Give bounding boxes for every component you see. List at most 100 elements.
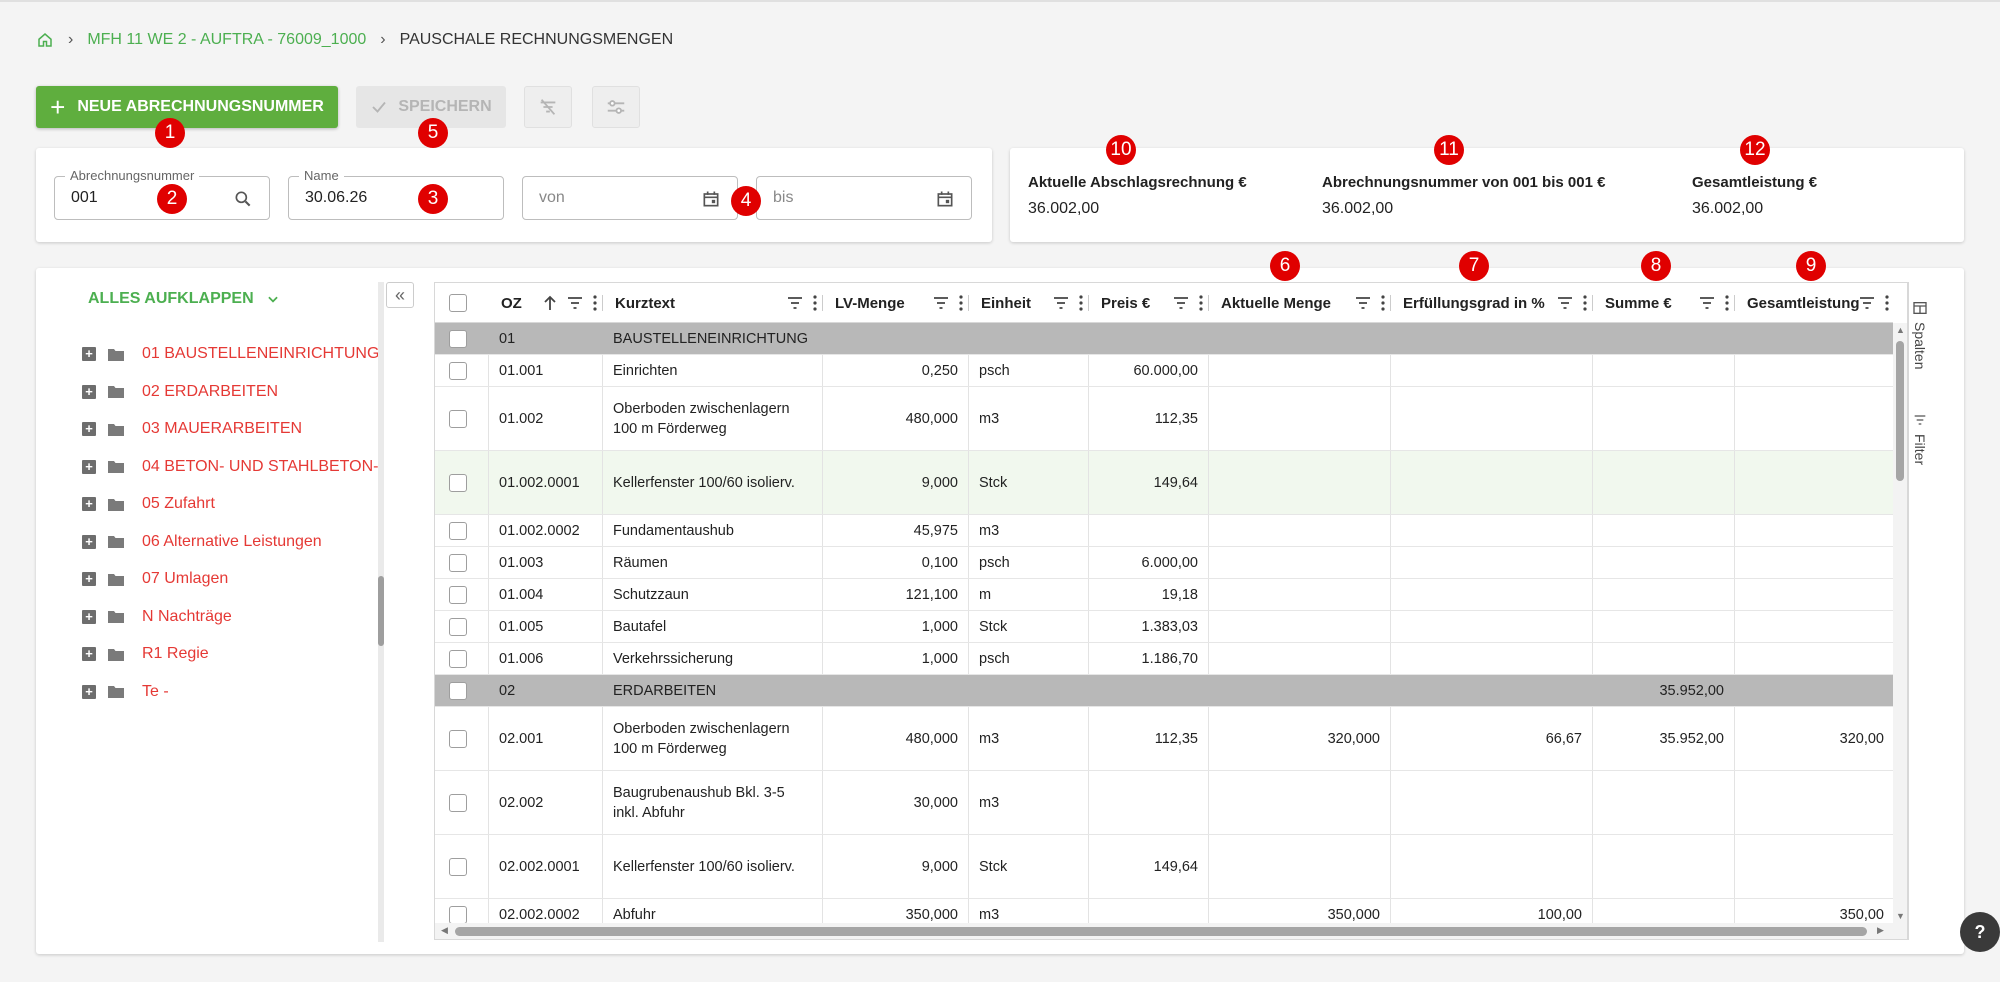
column-header-lv[interactable]: LV-Menge (823, 283, 969, 323)
expand-plus-icon[interactable]: + (82, 459, 96, 474)
tree-scrollbar-thumb[interactable] (378, 576, 384, 646)
grid-horizontal-scrollbar-thumb[interactable] (455, 927, 1867, 936)
row-checkbox[interactable] (449, 905, 467, 923)
table-row[interactable]: 02.002.0002 Abfuhr 350,000 m3 350,000 100,00 3… (435, 899, 1893, 923)
table-row[interactable]: 02.002 Baugrubenaushub Bkl. 3-5 inkl. Abf… (435, 771, 1893, 835)
expand-plus-icon[interactable]: + (82, 572, 96, 586)
calendar-icon[interactable] (935, 189, 955, 209)
filter-icon[interactable] (1053, 296, 1069, 310)
row-select-cell[interactable] (435, 323, 489, 354)
filter-tab[interactable]: Filter (1912, 412, 1928, 465)
columns-tab[interactable]: Spalten (1912, 300, 1928, 369)
column-header-ges[interactable]: Gesamtleistung (1735, 283, 1893, 323)
row-checkbox[interactable] (449, 361, 467, 380)
row-select-cell[interactable] (435, 899, 489, 923)
row-checkbox[interactable] (449, 857, 467, 876)
tree-item[interactable]: + Te - (82, 680, 169, 704)
table-row[interactable]: 01.002 Oberboden zwischenlagern 100 m För… (435, 387, 1893, 451)
column-menu-icon[interactable] (813, 295, 817, 311)
row-select-cell[interactable] (435, 355, 489, 386)
filter-icon[interactable] (1173, 296, 1189, 310)
column-separator[interactable] (1208, 295, 1209, 311)
table-row[interactable]: 01.002.0001 Kellerfenster 100/60 isolierv… (435, 451, 1893, 515)
table-row[interactable]: 01.006 Verkehrssicherung 1,000 psch 1.186,70 (435, 643, 1893, 675)
row-select-cell[interactable] (435, 771, 489, 834)
row-select-cell[interactable] (435, 387, 489, 450)
column-separator[interactable] (1734, 295, 1735, 311)
expand-plus-icon[interactable]: + (82, 497, 96, 511)
expand-plus-icon[interactable]: + (82, 684, 96, 699)
column-menu-icon[interactable] (1199, 295, 1203, 311)
row-checkbox[interactable] (449, 681, 467, 700)
expand-plus-icon[interactable]: + (82, 422, 96, 436)
sort-ascending-icon[interactable] (543, 295, 557, 311)
column-menu-icon[interactable] (593, 295, 597, 311)
row-select-cell[interactable] (435, 643, 489, 674)
column-header-summe[interactable]: Summe € (1593, 283, 1735, 323)
column-separator[interactable] (1592, 295, 1593, 311)
column-menu-icon[interactable] (1885, 295, 1889, 311)
tree-item[interactable]: + R1 Regie (82, 642, 209, 666)
scroll-right-icon[interactable]: ▶ (1877, 925, 1884, 935)
tree-item[interactable]: +07 Umlagen (82, 567, 228, 591)
scroll-up-icon[interactable]: ▲ (1896, 325, 1905, 335)
row-checkbox[interactable] (449, 553, 467, 572)
row-checkbox[interactable] (449, 617, 467, 636)
filter-icon[interactable] (1859, 296, 1875, 310)
column-separator[interactable] (822, 295, 823, 311)
scroll-down-icon[interactable]: ▼ (1896, 911, 1905, 921)
settings-sliders-button[interactable] (592, 86, 640, 128)
filter-icon[interactable] (933, 296, 949, 310)
tree-item[interactable]: +03 MAUERARBEITEN (82, 417, 302, 441)
column-header-akt[interactable]: Aktuelle Menge (1209, 283, 1391, 323)
row-checkbox[interactable] (449, 649, 467, 668)
column-menu-icon[interactable] (1381, 295, 1385, 311)
new-billing-number-button[interactable]: + NEUE ABRECHNUNGSNUMMER (36, 86, 338, 128)
select-all-checkbox[interactable] (449, 294, 467, 312)
expand-plus-icon[interactable]: + (82, 384, 96, 399)
row-select-cell[interactable] (435, 835, 489, 898)
table-row[interactable]: 01.002.0002 Fundamentaushub 45,975 m3 (435, 515, 1893, 547)
filter-icon[interactable] (1557, 296, 1573, 310)
tree-item[interactable]: +01 BAUSTELLENEINRICHTUNG (82, 342, 379, 366)
tree-item[interactable]: +05 Zufahrt (82, 492, 215, 516)
row-select-cell[interactable] (435, 547, 489, 578)
home-icon[interactable] (36, 31, 54, 49)
row-checkbox[interactable] (449, 473, 467, 492)
table-row[interactable]: 01.003 Räumen 0,100 psch 6.000,00 (435, 547, 1893, 579)
column-header-erf[interactable]: Erfüllungsgrad in % (1391, 283, 1593, 323)
table-row[interactable]: 02.001 Oberboden zwischenlagern 100 m För… (435, 707, 1893, 771)
column-menu-icon[interactable] (1725, 295, 1729, 311)
row-checkbox[interactable] (449, 729, 467, 748)
filter-icon[interactable] (567, 296, 583, 310)
group-row[interactable]: 01 BAUSTELLENEINRICHTUNG (435, 323, 1893, 355)
calendar-icon[interactable] (701, 189, 721, 209)
group-row[interactable]: 02 ERDARBEITEN 35.952,00 (435, 675, 1893, 707)
column-header-oz[interactable]: OZ (489, 283, 603, 323)
column-separator[interactable] (1390, 295, 1391, 311)
row-select-cell[interactable] (435, 515, 489, 546)
row-select-cell[interactable] (435, 579, 489, 610)
column-menu-icon[interactable] (1079, 295, 1083, 311)
table-row[interactable]: 01.001 Einrichten 0,250 psch 60.000,00 (435, 355, 1893, 387)
column-separator[interactable] (602, 295, 603, 311)
tree-item[interactable]: +02 ERDARBEITEN (82, 380, 278, 404)
row-select-cell[interactable] (435, 611, 489, 642)
clear-filter-button[interactable] (524, 86, 572, 128)
column-header-kurztext[interactable]: Kurztext (603, 283, 823, 323)
expand-plus-icon[interactable]: + (82, 647, 96, 661)
column-header-preis[interactable]: Preis € (1089, 283, 1209, 323)
row-select-cell[interactable] (435, 707, 489, 770)
row-select-cell[interactable] (435, 675, 489, 706)
column-menu-icon[interactable] (959, 295, 963, 311)
help-button[interactable]: ? (1960, 912, 2000, 952)
tree-item[interactable]: +04 BETON- UND STAHLBETON- ARBEITEN (82, 455, 380, 479)
tree-item[interactable]: + N Nachträge (82, 605, 232, 629)
table-row[interactable]: 02.002.0001 Kellerfenster 100/60 isolierv… (435, 835, 1893, 899)
filter-icon[interactable] (1355, 296, 1371, 310)
row-select-cell[interactable] (435, 451, 489, 514)
expand-plus-icon[interactable]: + (82, 347, 96, 361)
tree-item[interactable]: +06 Alternative Leistungen (82, 530, 322, 554)
column-separator[interactable] (968, 295, 969, 311)
table-row[interactable]: 01.005 Bautafel 1,000 Stck 1.383,03 (435, 611, 1893, 643)
